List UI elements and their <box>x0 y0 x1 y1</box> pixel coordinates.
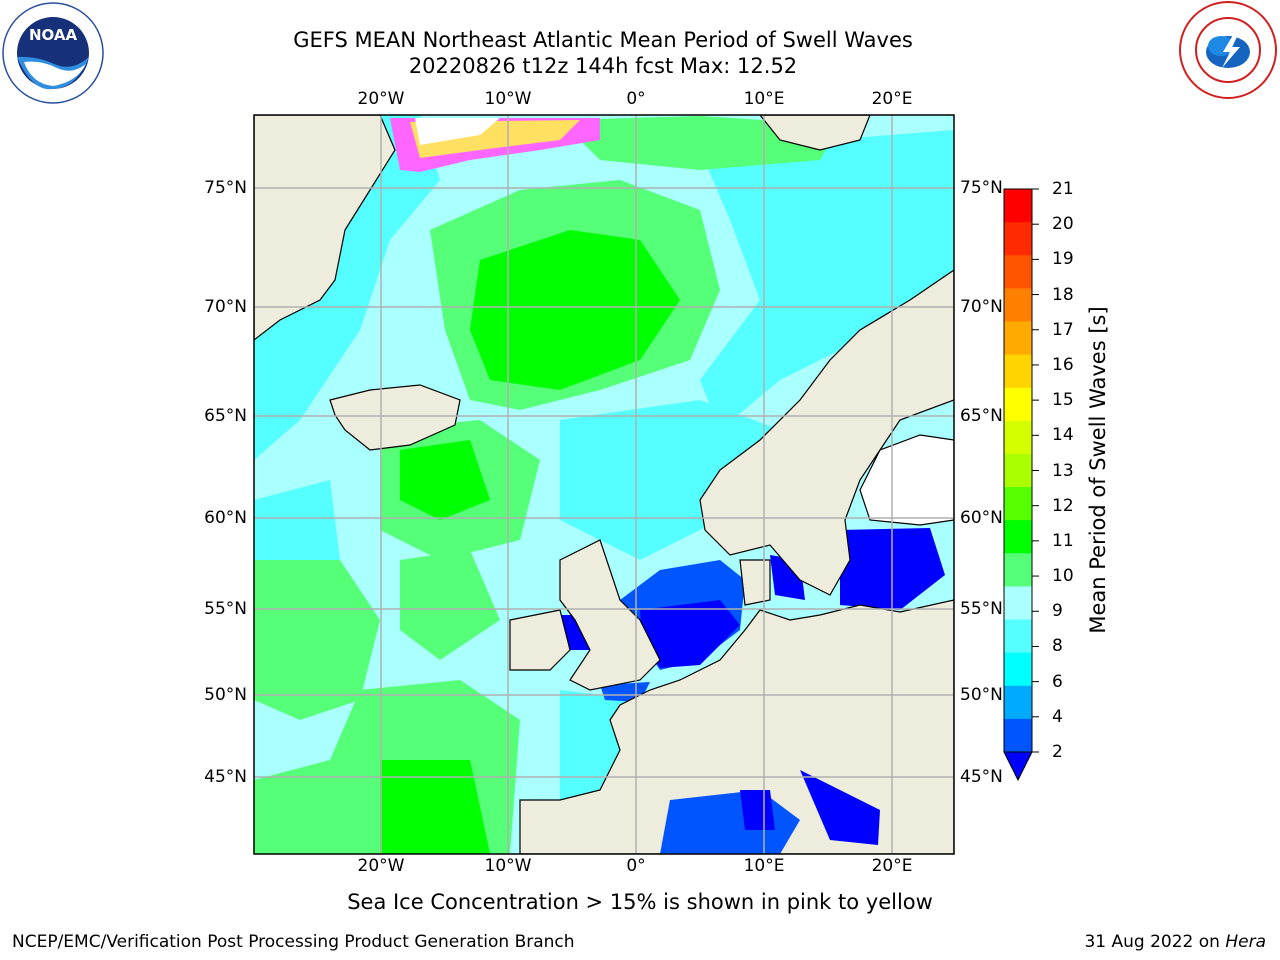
swell-region-cyan <box>254 480 340 580</box>
x-tick-bottom: 10°E <box>743 856 785 876</box>
colorbar-segment <box>1004 222 1032 256</box>
colorbar-tick-label: 10 <box>1052 566 1074 587</box>
colorbar-tick-label: 12 <box>1052 495 1074 516</box>
y-tick-right: 70°N <box>960 297 1003 317</box>
land-continental-europe <box>519 599 954 854</box>
land-denmark <box>739 559 771 606</box>
swell-region-green <box>560 116 840 170</box>
x-tick-top: 0° <box>626 89 646 109</box>
colorbar-segment <box>1004 487 1032 521</box>
swell-region-cyan <box>560 400 780 560</box>
footer-machine: Hera <box>1225 932 1266 952</box>
sea-adriatic <box>800 770 880 845</box>
footer-credit: NCEP/EMC/Verification Post Processing Pr… <box>12 932 575 952</box>
colorbar-tick-label: 2 <box>1052 742 1063 762</box>
colorbar-segment <box>1004 453 1032 488</box>
colorbar-tick-label: 15 <box>1052 390 1074 411</box>
y-tick-right: 60°N <box>960 508 1003 528</box>
colorbar-segment <box>1004 354 1032 389</box>
map-frame <box>253 114 955 855</box>
x-tick-top: 10°E <box>743 89 785 109</box>
y-tick-left: 70°N <box>204 297 247 317</box>
x-tick-bottom: 10°W <box>484 856 532 876</box>
swell-region-bright-green <box>470 230 680 390</box>
swell-region-green <box>400 550 500 660</box>
colorbar <box>1004 188 1039 753</box>
colorbar-segment <box>1004 718 1032 753</box>
colorbar-segment <box>1004 321 1032 356</box>
colorbar-segment <box>1004 255 1032 289</box>
swell-region-bright-green <box>400 440 490 520</box>
x-tick-top: 20°E <box>871 89 913 109</box>
land-ireland <box>509 609 571 671</box>
colorbar-tick-label: 6 <box>1052 671 1063 692</box>
y-tick-left: 45°N <box>204 767 247 787</box>
chart-subtitle: 20220826 t12z 144h fcst Max: 12.52 <box>408 54 798 78</box>
colorbar-tick-label: 8 <box>1052 636 1063 657</box>
colorbar-tick-label: 13 <box>1052 460 1074 481</box>
national-weather-service-logo <box>1179 1 1277 99</box>
colorbar-tick-label: 17 <box>1052 319 1074 340</box>
footer-date-text: 31 Aug 2022 on <box>1084 932 1226 952</box>
colorbar-tick-label: 20 <box>1052 214 1074 235</box>
y-tick-left: 50°N <box>204 685 247 705</box>
colorbar-tick-label: 19 <box>1052 249 1074 270</box>
colorbar-segment <box>1004 420 1032 455</box>
colorbar-tick-label: 18 <box>1052 284 1074 305</box>
x-tick-bottom: 0° <box>626 856 646 876</box>
noaa-logo: NOAA <box>2 2 104 104</box>
colorbar-tick-label: 14 <box>1052 425 1074 446</box>
land-great-britain <box>559 539 661 691</box>
x-tick-bottom: 20°E <box>871 856 913 876</box>
colorbar-segment <box>1004 520 1032 554</box>
colorbar-extension-triangle <box>1003 751 1033 782</box>
colorbar-segment <box>1004 652 1032 687</box>
y-tick-right: 75°N <box>960 178 1003 198</box>
colorbar-tick-label: 9 <box>1052 601 1063 622</box>
gridlines <box>254 115 954 854</box>
sea-ice-note: Sea Ice Concentration > 15% is shown in … <box>347 890 933 914</box>
colorbar-segment <box>1004 619 1032 654</box>
swell-region-bright-green <box>380 760 490 854</box>
y-tick-right: 55°N <box>960 599 1003 619</box>
x-tick-bottom: 20°W <box>357 856 405 876</box>
svg-text:NOAA: NOAA <box>29 26 78 44</box>
land-greenland <box>254 115 396 341</box>
sea-tyrrhenian <box>740 790 775 830</box>
y-tick-left: 75°N <box>204 178 247 198</box>
footer-date: 31 Aug 2022 on Hera <box>1084 932 1266 952</box>
swell-region-blue <box>640 600 740 668</box>
y-tick-right: 50°N <box>960 685 1003 705</box>
swell-region-green <box>254 560 380 720</box>
land-svalbard <box>759 115 871 151</box>
x-tick-top: 20°W <box>357 89 405 109</box>
land-finland <box>859 434 954 526</box>
colorbar-tick-label: 4 <box>1052 706 1063 727</box>
land-iceland <box>329 384 461 451</box>
colorbar-label: Mean Period of Swell Waves [s] <box>1086 306 1110 634</box>
colorbar-segment <box>1004 288 1032 322</box>
y-tick-right: 45°N <box>960 767 1003 787</box>
colorbar-segment <box>1004 189 1032 223</box>
colorbar-tick-label: 16 <box>1052 354 1074 375</box>
colorbar-segment <box>1004 387 1032 422</box>
y-tick-left: 55°N <box>204 599 247 619</box>
chart-title: GEFS MEAN Northeast Atlantic Mean Period… <box>293 28 913 52</box>
colorbar-segment <box>1004 685 1032 720</box>
colorbar-segment <box>1004 586 1032 621</box>
colorbar-tick-label: 21 <box>1052 179 1074 199</box>
colorbar-tick-label: 11 <box>1052 530 1074 551</box>
colorbar-segment <box>1004 553 1032 587</box>
x-tick-top: 10°W <box>484 89 532 109</box>
y-tick-right: 65°N <box>960 406 1003 426</box>
y-tick-left: 60°N <box>204 508 247 528</box>
sea-ice-region <box>415 118 500 145</box>
y-tick-left: 65°N <box>204 406 247 426</box>
